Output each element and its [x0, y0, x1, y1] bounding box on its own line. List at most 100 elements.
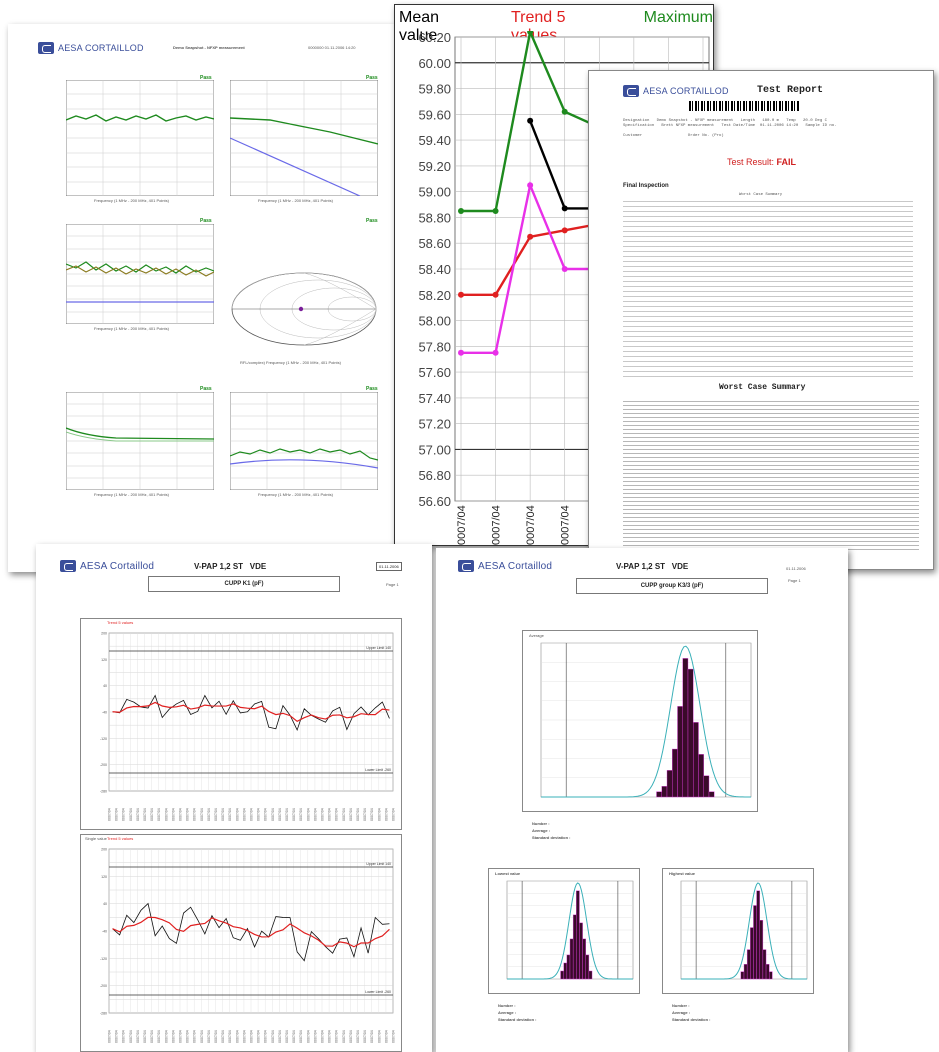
y-tick-label: 57.00: [418, 442, 451, 457]
sheet-vpap-histogram: AESA Cortaillod V-PAP 1,2 ST VDE 01.11.2…: [436, 548, 848, 1052]
x-tick-label: 0007/04: [384, 1030, 388, 1043]
trend-label: Trend 5 values: [107, 620, 134, 625]
y-tick-label: 59.00: [418, 185, 451, 200]
histogram-bar: [560, 970, 564, 980]
trend-chart-top: 0007/04 0007/04 0007/04 0007/04 0007/04 0007/…: [100, 632, 396, 822]
vpap-left-title: V-PAP 1,2 ST VDE: [194, 562, 267, 571]
brand-name-mixed: AESA Cortaillod: [478, 560, 553, 572]
brand-logo-icon: [38, 42, 54, 54]
sheet1-date: 0000000 01.11.2006 14:20: [308, 45, 356, 50]
x-tick-label: 0007/04: [342, 1030, 346, 1043]
x-tick-label: 0007/04: [143, 1030, 147, 1043]
histogram-bar: [708, 791, 715, 798]
x-tick-label: 0007/04: [264, 1030, 268, 1043]
legend: Mean value Trend 5 values Maximum: [399, 9, 713, 45]
y-tick-label: 200: [101, 632, 107, 636]
data-point: [561, 227, 568, 234]
x-tick-label: 0007/04: [370, 808, 374, 821]
x-tick-label: 0007/04: [214, 1030, 218, 1043]
x-tick-label: 0007/04: [150, 1030, 154, 1043]
x-tick-label: 0007/04: [171, 1030, 175, 1043]
x-tick-label: 0007/04: [108, 808, 112, 821]
freq-label: Frequency (1 MHz - 200 MHz, 401 Points): [94, 198, 169, 203]
plot-1-2: [230, 80, 378, 196]
x-tick-label: 0007/04: [193, 808, 197, 821]
x-tick-label: 0007/04: [356, 808, 360, 821]
x-tick-label: 0007/04: [349, 808, 353, 821]
x-tick-label: 0007/04: [207, 1030, 211, 1043]
y-tick-label: 58.40: [418, 262, 451, 277]
x-tick-label: 0007/04: [392, 1030, 396, 1043]
sheet-nfxp-measurement: AESA CORTAILLOD Demo Snapshot - NFXP mea…: [8, 24, 394, 572]
vpap-left-subtitle: CUPP K1 (pF): [224, 581, 264, 587]
x-tick-label: 0007/04: [285, 808, 289, 821]
histogram-bar: [666, 770, 673, 798]
trace-green: [66, 114, 214, 122]
histogram-bar: [759, 920, 764, 980]
histogram-bar: [582, 938, 586, 980]
x-tick-label: 0007/04: [235, 808, 239, 821]
x-tick-label: 0007/04: [349, 1030, 353, 1043]
x-tick-label: 0007/04: [186, 808, 190, 821]
plot-1-1: [66, 80, 214, 196]
histogram-bar: [672, 748, 678, 798]
x-tick-label: 0007/04: [200, 808, 204, 821]
y-tick-label: 120: [101, 875, 107, 879]
histogram-bar: [682, 658, 689, 798]
x-tick-label: 0007/04: [129, 1030, 133, 1043]
x-tick-label: 0007/04: [271, 1030, 275, 1043]
plot-2-1: [66, 224, 214, 324]
x-tick-label: 0007/04: [143, 808, 147, 821]
histogram-main: [540, 642, 752, 798]
x-tick-label: 0007/04: [115, 808, 119, 821]
trend-chart-bottom: 0007/04 0007/04 0007/04 0007/04 0007/04 0007/…: [100, 848, 396, 1044]
x-tick-label: 0007/04: [328, 808, 332, 821]
date-box: 01.11.2006: [376, 562, 402, 571]
y-tick-label: 200: [101, 848, 107, 852]
y-tick-label: 57.80: [418, 339, 451, 354]
histogram-bar: [572, 914, 577, 980]
stat-std-label: Standard deviation :: [672, 1017, 711, 1022]
trend-label: Trend 5 values: [107, 836, 134, 841]
x-tick-label: 0007/04: [250, 808, 254, 821]
histogram-bar: [693, 722, 699, 798]
single-value-line: [112, 902, 390, 962]
brand-logo-icon: [458, 560, 474, 572]
report-text-block-1: [623, 201, 913, 379]
x-tick-label: 0007/04: [221, 808, 225, 821]
x-tick-label: 0007/04: [335, 1030, 339, 1043]
x-tick-label: 0007/04: [122, 808, 126, 821]
x-tick-label: 0007/04: [342, 808, 346, 821]
worst-case-summary: Worst Case Summary: [719, 383, 806, 392]
y-tick-label: -200: [100, 984, 107, 988]
vpap-left-subtitle-box: CUPP K1 (pF): [148, 576, 340, 592]
histogram-bar: [740, 971, 745, 980]
x-tick-label: 0007/04: [306, 808, 310, 821]
x-tick-label: 0007/04: [228, 1030, 232, 1043]
x-tick-label: 0007/04: [200, 1030, 204, 1043]
x-tick-label: 0007/04: [313, 808, 317, 821]
stat-average-label: Average :: [672, 1010, 691, 1015]
sheet-vpap-trend: AESA Cortaillod V-PAP 1,2 ST VDE 01.11.2…: [36, 544, 432, 1052]
x-tick-label: 0007/04: [214, 808, 218, 821]
y-tick-label: -120: [100, 737, 107, 741]
histogram-bar: [687, 668, 694, 798]
histogram-bar: [750, 927, 754, 980]
y-tick-label: -280: [100, 1012, 107, 1016]
histogram-bar: [661, 786, 668, 798]
histogram-bar: [569, 938, 574, 980]
page-label: Page 1: [788, 578, 801, 583]
data-point: [492, 208, 499, 214]
y-tick-label: 57.40: [418, 391, 451, 406]
y-tick-label: 59.20: [418, 159, 451, 174]
histogram-bar: [765, 964, 770, 980]
stat-number-label: Number :: [498, 1003, 516, 1008]
x-tick-label: 0007/04: [179, 808, 183, 821]
legend-mean: Mean value: [399, 9, 440, 44]
histogram-bar: [746, 949, 751, 980]
x-tick-label: 0007/04: [299, 808, 303, 821]
pass-label: Pass: [200, 75, 212, 81]
x-tick-label: 0007/04: [164, 808, 168, 821]
pass-label: Pass: [366, 386, 378, 392]
x-tick-label: 0007/04: [171, 808, 175, 821]
